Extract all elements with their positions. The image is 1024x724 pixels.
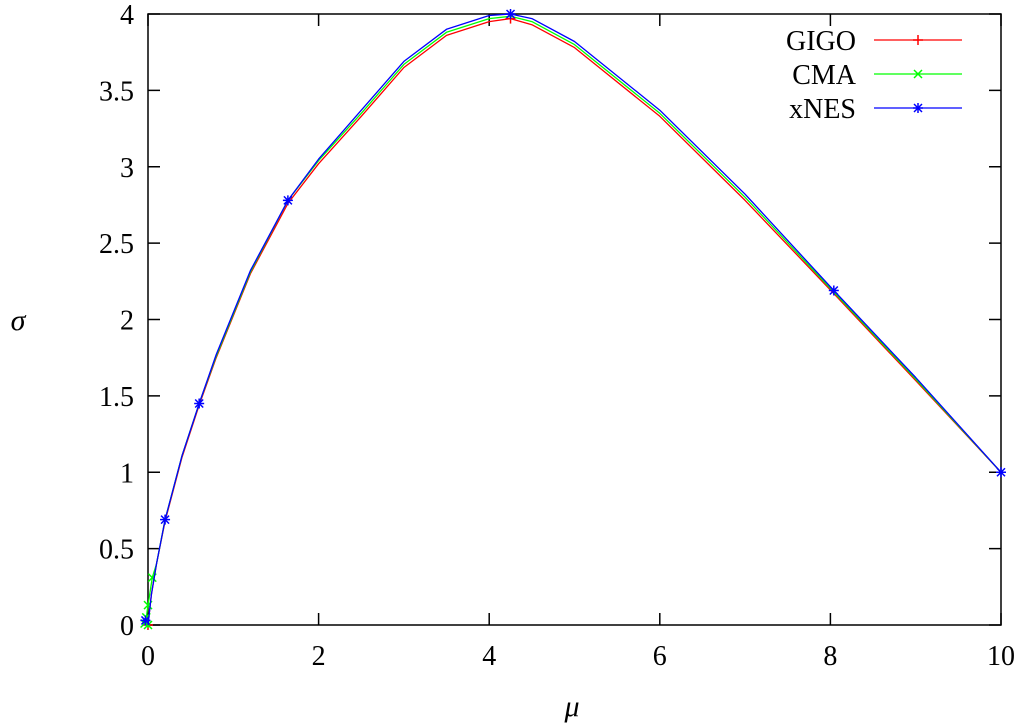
legend-marker [913, 103, 923, 113]
data-point [996, 467, 1006, 478]
y-tick-label: 1.5 [99, 382, 134, 413]
series-xnes [140, 9, 1006, 626]
y-ticks: 0 0.5 1 1.5 2 2.5 3 3.5 4 [99, 0, 1001, 642]
x-tick-label: 2 [312, 641, 326, 672]
x-ticks: 0 2 4 6 8 10 [141, 14, 1015, 672]
data-point [160, 514, 171, 525]
data-point [140, 615, 151, 626]
series-line [143, 15, 1002, 626]
plot-frame [147, 13, 1002, 626]
data-point [828, 285, 839, 296]
x-tick-label: 8 [823, 641, 837, 672]
legend-marker [913, 69, 923, 79]
y-tick-label: 2 [120, 306, 134, 337]
legend-label: CMA [792, 60, 857, 91]
series-gigo [143, 13, 1002, 630]
x-tick-label: 0 [141, 641, 155, 672]
y-tick-label: 3.5 [99, 76, 134, 107]
y-axis-label: σ [11, 304, 27, 337]
y-tick-label: 4 [120, 0, 134, 31]
y-tick-label: 1 [120, 458, 134, 489]
y-tick-label: 3 [120, 153, 134, 184]
y-tick-label: 0 [120, 611, 134, 642]
y-tick-label: 0.5 [99, 535, 134, 566]
series-cma [140, 15, 1002, 630]
y-tick-label: 2.5 [99, 229, 134, 260]
data-point [194, 398, 205, 409]
series-line [147, 17, 1002, 626]
data-point [282, 195, 293, 206]
x-tick-label: 6 [653, 641, 667, 672]
x-tick-label: 10 [987, 641, 1015, 672]
series-layer [140, 9, 1006, 630]
legend-label: xNES [789, 94, 856, 125]
series-line [147, 13, 1002, 626]
x-tick-label: 4 [482, 641, 496, 672]
legend-marker [913, 35, 923, 45]
legend-label: GIGO [786, 26, 856, 57]
x-axis-label: μ [563, 690, 579, 723]
data-point [505, 9, 516, 19]
